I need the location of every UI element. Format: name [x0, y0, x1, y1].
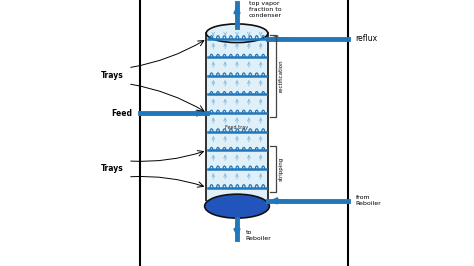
Ellipse shape: [205, 194, 269, 218]
Bar: [205, 201, 269, 207]
Text: stripping: stripping: [278, 157, 283, 181]
Text: top vapor
fraction to
condenser: top vapor fraction to condenser: [249, 1, 282, 18]
Text: Feed: Feed: [112, 109, 133, 118]
Text: from
Reboiler: from Reboiler: [356, 196, 381, 206]
Bar: [206, 33, 268, 206]
Text: Trays: Trays: [100, 71, 123, 80]
Text: Trays: Trays: [100, 164, 123, 173]
Text: reflux: reflux: [356, 34, 378, 43]
Text: rectification: rectification: [278, 60, 283, 92]
Text: to
Reboiler: to Reboiler: [246, 230, 271, 241]
Text: Feed tray: Feed tray: [226, 124, 248, 130]
Ellipse shape: [206, 24, 268, 43]
